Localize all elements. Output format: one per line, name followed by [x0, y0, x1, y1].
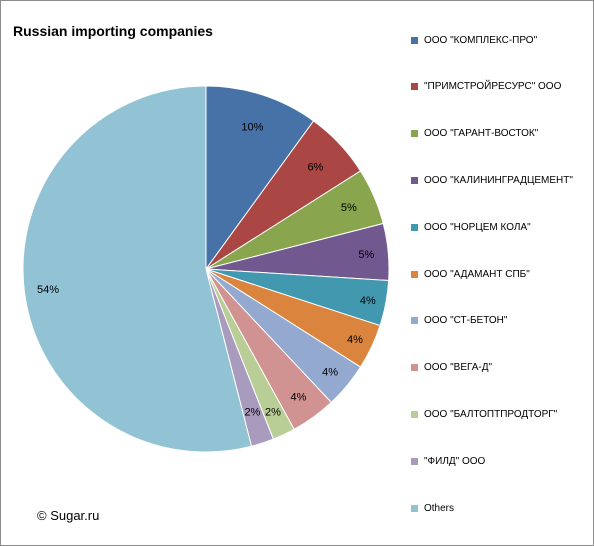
- legend-swatch: [411, 223, 418, 231]
- legend-label: "ПРИМСТРОЙРЕСУРС" ООО: [424, 81, 562, 93]
- slice-label-1: 10%: [241, 121, 263, 133]
- legend-item: ООО "КАЛИНИНГРАДЦЕМЕНТ": [411, 173, 573, 187]
- chart-title: Russian importing companies: [13, 23, 213, 39]
- slice-label-5: 4%: [360, 295, 376, 307]
- legend-item: "ФИЛД" ООО: [411, 454, 485, 468]
- slice-label-3: 5%: [341, 202, 357, 214]
- legend-item: ООО "БАЛТОПТПРОДТОРГ": [411, 407, 557, 421]
- slice-label-8: 4%: [291, 391, 307, 403]
- legend-swatch: [411, 270, 418, 278]
- pie-slice-11: [22, 85, 253, 453]
- slice-label-2: 6%: [307, 161, 323, 173]
- legend-swatch: [411, 410, 418, 418]
- legend-item: Others: [411, 501, 454, 515]
- source-credit: © Sugar.ru: [37, 508, 100, 523]
- legend-label: "ФИЛД" ООО: [424, 455, 486, 467]
- legend-swatch: [411, 364, 418, 372]
- legend-label: ООО "КАЛИНИНГРАДЦЕМЕНТ": [424, 174, 573, 186]
- legend-swatch: [411, 130, 418, 138]
- legend-label: ООО "АДАМАНТ СПБ": [424, 268, 530, 280]
- legend-item: ООО "КОМПЛЕКС-ПРО": [411, 33, 537, 47]
- legend-item: ООО "ВЕГА-Д": [411, 361, 492, 375]
- slice-label-7: 4%: [322, 367, 338, 379]
- legend-item: ООО "АДАМАНТ СПБ": [411, 267, 530, 281]
- legend-item: ООО "СТ-БЕТОН": [411, 314, 507, 328]
- legend-label: ООО "ГАРАНТ-ВОСТОК": [424, 128, 539, 140]
- legend-swatch: [411, 504, 418, 512]
- legend-swatch: [411, 317, 418, 325]
- legend-swatch: [411, 457, 418, 465]
- legend-label: Others: [424, 502, 455, 514]
- slice-label-6: 4%: [347, 334, 363, 346]
- slice-label-10: 2%: [244, 407, 260, 419]
- legend-item: ООО "ГАРАНТ-ВОСТОК": [411, 127, 538, 141]
- legend-item: "ПРИМСТРОЙРЕСУРС" ООО: [411, 80, 561, 94]
- legend-label: ООО "КОМПЛЕКС-ПРО": [424, 34, 538, 46]
- pie-slice-1: [205, 85, 315, 271]
- legend-label: ООО "ВЕГА-Д": [424, 362, 493, 374]
- slice-label-11: 54%: [37, 284, 59, 296]
- slice-label-4: 5%: [358, 249, 374, 261]
- legend-swatch: [411, 36, 418, 44]
- legend-swatch: [411, 176, 418, 184]
- slice-label-9: 2%: [265, 406, 281, 418]
- legend-swatch: [411, 83, 418, 91]
- legend-label: ООО "БАЛТОПТПРОДТОРГ": [424, 408, 558, 420]
- legend-item: ООО "НОРЦЕМ КОЛА": [411, 220, 531, 234]
- legend-label: ООО "СТ-БЕТОН": [424, 315, 508, 327]
- legend-label: ООО "НОРЦЕМ КОЛА": [424, 221, 531, 233]
